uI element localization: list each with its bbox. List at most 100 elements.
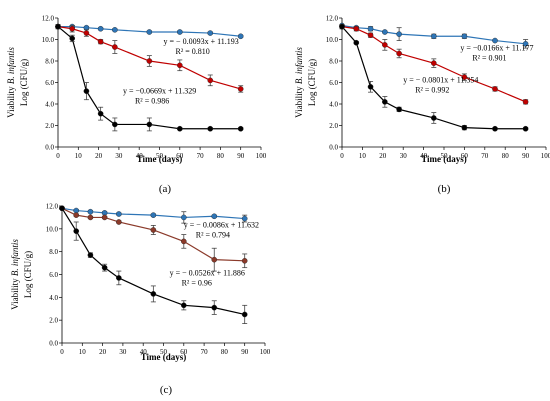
- y-tick-label: 8.0: [329, 58, 338, 66]
- x-axis-label: Time (days): [141, 352, 187, 362]
- data-point: [112, 44, 118, 50]
- data-point: [492, 86, 498, 92]
- x-tick-label: 90: [241, 348, 249, 356]
- panel-label: (b): [438, 183, 451, 195]
- y-tick-label: 8.0: [49, 248, 58, 256]
- data-point: [367, 25, 374, 32]
- data-point: [116, 275, 122, 281]
- data-point: [69, 25, 76, 32]
- y-tick-label: 6.0: [45, 79, 54, 87]
- data-point: [146, 58, 153, 64]
- y-axis-label-text: Viability: [10, 276, 20, 310]
- data-point: [430, 115, 437, 121]
- y-axis-label-line2: Log (CFU/g): [19, 59, 29, 106]
- equation-label-2: y = −0.0669x + 11.329: [123, 86, 196, 95]
- data-point: [116, 211, 122, 217]
- data-point: [176, 29, 183, 35]
- data-point: [146, 121, 153, 128]
- chart-panel-3: 0.0 2.0 4.0 6.0 8.0 10.0 12.0 0 10 20 30 40 50 60 70 80…: [10, 203, 271, 397]
- x-tick-label: 60: [180, 348, 188, 356]
- data-point: [430, 33, 437, 40]
- x-tick-label: 40: [140, 348, 148, 356]
- y-tick-label: 0.0: [49, 340, 58, 348]
- data-point: [237, 86, 244, 92]
- x-axis-label: Time (days): [137, 154, 183, 164]
- data-point: [237, 125, 244, 132]
- x-tick-label: 80: [502, 152, 510, 160]
- x-tick-label: 0: [60, 348, 64, 356]
- x-tick-label: 100: [541, 152, 550, 160]
- data-point: [180, 302, 187, 309]
- y-axis-label-line1: Viability B. infantis: [294, 47, 304, 118]
- data-point: [396, 106, 402, 113]
- data-point: [367, 32, 374, 39]
- y-tick-label: 4.0: [49, 294, 58, 302]
- y-tick-label: 0.0: [45, 144, 54, 152]
- data-point: [55, 23, 61, 30]
- y-tick-label: 0.0: [329, 144, 338, 152]
- data-point: [87, 252, 94, 258]
- data-point: [211, 256, 218, 263]
- x-tick-label: 10: [359, 152, 367, 160]
- y-tick-label: 10.0: [42, 36, 55, 44]
- y-tick-label: 10.0: [326, 36, 339, 44]
- data-point: [241, 311, 248, 318]
- y-tick-label: 10.0: [46, 225, 59, 233]
- panel-label: (c): [160, 384, 173, 396]
- x-tick-label: 100: [256, 152, 267, 160]
- y-tick-label: 12.0: [326, 15, 339, 23]
- x-tick-label: 0: [340, 152, 344, 160]
- x-tick-label: 40: [420, 152, 428, 160]
- data-point: [180, 214, 187, 221]
- data-point: [73, 212, 80, 218]
- data-point: [461, 74, 468, 80]
- data-point: [101, 264, 108, 271]
- y-tick-label: 6.0: [329, 79, 338, 87]
- x-tick-label: 10: [79, 348, 87, 356]
- y-tick-label: 4.0: [329, 101, 338, 109]
- x-tick-label: 80: [221, 348, 229, 356]
- data-point: [176, 125, 183, 132]
- data-point: [382, 42, 388, 48]
- y-tick-label: 2.0: [49, 317, 58, 325]
- y-tick-label: 4.0: [45, 101, 54, 109]
- y-axis-label-species: B. infantis: [6, 47, 16, 84]
- chart-panel-1: 0.0 2.0 4.0 6.0 8.0 10.0 12.0 0 10 20 30 40 50 60 70 80…: [6, 15, 267, 196]
- panel-label: (a): [159, 183, 172, 195]
- x-tick-label: 70: [201, 348, 209, 356]
- y-axis-label-text: Viability: [294, 84, 304, 118]
- y-tick-label: 12.0: [42, 15, 55, 23]
- data-point: [396, 50, 402, 57]
- y-axis-label-line1: Viability B. infantis: [10, 239, 20, 310]
- data-point: [382, 99, 388, 105]
- data-point: [461, 124, 468, 131]
- data-point: [237, 33, 244, 40]
- x-tick-label: 20: [95, 152, 103, 160]
- y-tick-label: 6.0: [49, 271, 58, 279]
- data-point: [211, 213, 218, 220]
- data-point: [207, 30, 214, 36]
- data-point: [207, 125, 214, 132]
- x-tick-label: 10: [75, 152, 83, 160]
- data-point: [97, 38, 104, 45]
- data-point: [522, 41, 529, 47]
- data-point: [522, 99, 529, 105]
- data-point: [69, 35, 76, 42]
- equation-label-2: y = − 0.0526x + 11.886: [170, 269, 245, 278]
- equation-label-1: y = − 0.0086x + 11.632: [184, 221, 259, 230]
- x-tick-label: 60: [176, 152, 184, 160]
- y-axis-label-text: Viability: [6, 84, 16, 118]
- x-tick-label: 100: [260, 348, 271, 356]
- y-axis-label-line1: Viability B. infantis: [6, 47, 16, 118]
- equation-label-1: y = −0.0166x + 11.177: [460, 43, 533, 52]
- x-tick-label: 70: [481, 152, 489, 160]
- r-squared-label-1: R² = 0.794: [196, 231, 230, 240]
- y-tick-label: 12.0: [46, 203, 59, 211]
- data-point: [83, 30, 90, 36]
- y-axis-label-species: B. infantis: [10, 239, 20, 276]
- equation-label-1: y = − 0.0093x + 11.193: [164, 37, 239, 46]
- data-point: [207, 77, 214, 84]
- data-point: [353, 39, 360, 46]
- r-squared-label-1: R² = 0.901: [472, 53, 506, 62]
